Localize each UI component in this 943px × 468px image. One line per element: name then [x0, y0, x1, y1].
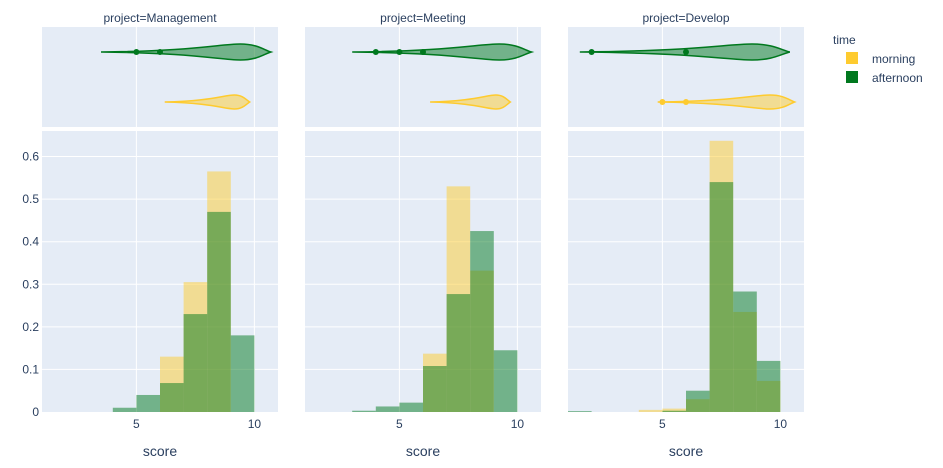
facet-title: project=Meeting	[380, 11, 466, 25]
facet-1: project=Meeting 5 10 score	[305, 11, 541, 459]
violin-outlier-morning	[683, 99, 689, 105]
bar-afternoon	[183, 314, 208, 412]
violin-panel-bg	[305, 27, 541, 127]
violin-outlier-afternoon	[133, 49, 140, 55]
y-tick-label: 0.2	[22, 320, 39, 334]
violin-outlier-afternoon	[372, 49, 379, 55]
bar-afternoon	[686, 390, 710, 412]
violin-morning	[164, 94, 252, 110]
bar-afternoon	[423, 366, 447, 412]
bar-afternoon	[568, 411, 592, 412]
violin-outlier-afternoon	[683, 49, 689, 55]
bar-afternoon	[207, 211, 231, 412]
violin-outlier-afternoon	[588, 49, 595, 55]
violin-outlier-afternoon	[420, 49, 426, 55]
y-tick-label: 0.3	[22, 277, 39, 291]
y-tick-label: 0.4	[22, 235, 39, 249]
violin-outlier-afternoon	[157, 49, 163, 55]
violin-morning	[430, 94, 512, 110]
violin-panel-bg	[42, 27, 278, 127]
x-tick-label: 10	[774, 417, 788, 431]
y-tick-label: 0.1	[22, 362, 39, 376]
bar-afternoon	[375, 406, 400, 412]
legend: time morning afternoon	[833, 33, 923, 85]
y-tick-label: 0.5	[22, 192, 39, 206]
x-axis-label: score	[143, 443, 177, 459]
x-tick-label: 5	[396, 417, 403, 431]
bar-afternoon	[230, 335, 255, 412]
facet-title: project=Management	[103, 11, 217, 25]
violin-morning	[657, 94, 797, 110]
violin-afternoon	[352, 43, 535, 61]
x-tick-label: 10	[248, 417, 262, 431]
x-axis-label: score	[406, 443, 440, 459]
bar-afternoon	[160, 383, 184, 412]
y-tick-label: 0	[32, 405, 39, 419]
legend-title: time	[833, 33, 856, 47]
y-tick-label: 0.6	[22, 150, 39, 164]
bar-afternoon	[733, 291, 757, 412]
violin-afternoon	[100, 43, 274, 61]
bar-afternoon	[756, 360, 781, 412]
legend-label-afternoon[interactable]: afternoon	[872, 71, 923, 85]
facet-2: project=Develop 5 10 score	[568, 11, 804, 459]
facet-title: project=Develop	[642, 11, 729, 25]
bar-afternoon	[709, 182, 734, 412]
legend-label-morning[interactable]: morning	[872, 52, 915, 66]
bar-morning	[638, 409, 663, 412]
x-tick-label: 10	[511, 417, 525, 431]
facet-0: project=Management 5 10 score	[42, 11, 278, 459]
x-axis-label: score	[669, 443, 703, 459]
violin-outlier-afternoon	[396, 49, 403, 55]
bar-afternoon	[112, 407, 137, 412]
bar-afternoon	[493, 350, 518, 412]
bar-afternoon	[470, 231, 494, 412]
violin-outlier-morning	[659, 99, 666, 105]
bar-afternoon	[662, 410, 686, 412]
x-tick-label: 5	[659, 417, 666, 431]
x-tick-label: 5	[133, 417, 140, 431]
bar-afternoon	[399, 402, 423, 412]
legend-swatch-morning[interactable]	[846, 52, 858, 64]
violin-panel-bg	[568, 27, 804, 127]
bar-afternoon	[136, 394, 160, 412]
bar-afternoon	[446, 294, 471, 412]
bar-afternoon	[352, 410, 376, 412]
legend-swatch-afternoon[interactable]	[846, 71, 858, 83]
bar-morning	[662, 408, 686, 412]
